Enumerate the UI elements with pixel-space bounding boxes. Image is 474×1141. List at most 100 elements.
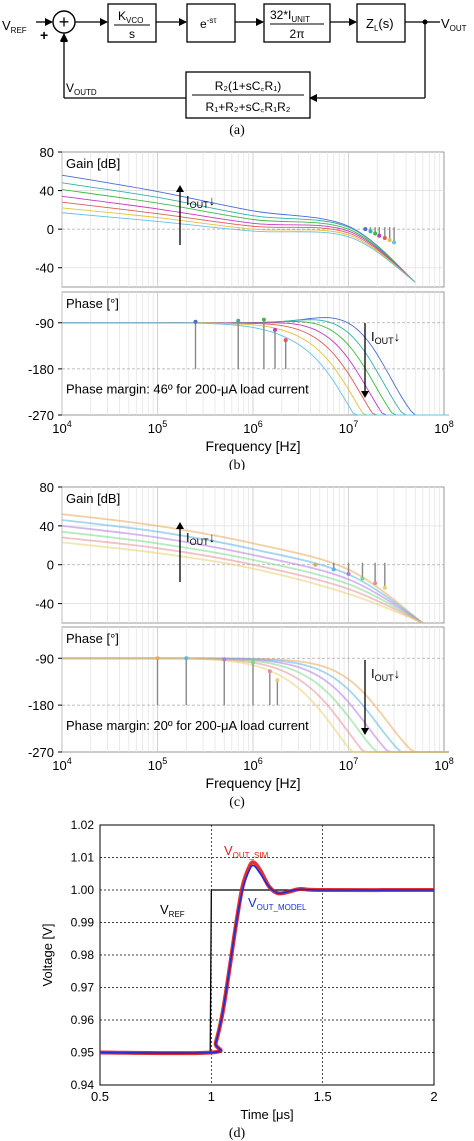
kvco-block [107,3,157,43]
zl-block [356,3,406,43]
crossover-marker [368,229,373,234]
voltage-axis-label: Voltage [V] [40,924,55,987]
phase-margin-annotation: Phase margin: 46º for 200-μA load curren… [66,381,309,396]
caption-d: (d) [229,1126,246,1141]
crossover-marker [377,233,382,238]
iunit-numerator: 32*IUNIT [270,8,310,24]
block-diagram: VREF + − + KVCO s e-sτ 32*IUNIT 2π ZL(s)… [2,3,467,138]
freq-tick-label: 107 [339,419,358,436]
voltage-tick-label: 0.96 [71,1013,95,1027]
crossover-marker [373,581,378,586]
phase-marker [155,656,160,661]
gain-tick-label: 40 [40,519,54,534]
iunit-block [263,3,331,43]
delay-block [186,3,236,43]
gain-curve [61,201,416,283]
crossover-marker [360,576,365,581]
vout-sim-label: VOUT_SIM [224,843,269,860]
plus-sign: + [40,27,48,43]
crossover-marker [387,238,392,243]
phase-tick-label: -270 [28,745,54,760]
phase-marker [251,660,255,665]
kvco-numerator: KVCO [118,9,143,25]
vout-model-label: VOUT_MODEL [248,895,307,912]
iunit-denominator: 2π [290,27,305,41]
x-axis-label: Frequency [Hz] [206,438,301,454]
crossover-marker [392,240,397,245]
up-arrow-icon [176,185,184,192]
phase-tick-label: -90 [35,651,54,666]
freq-tick-label: 107 [339,756,358,773]
freq-tick-label: 105 [148,756,167,773]
phase-tick-label: -90 [35,316,54,331]
step-response-chart: 1.02 1.01 1.00 0.99 0.98 0.97 0.96 0.95 0.940.5 1… [40,818,438,1141]
gain-tick-label: 80 [40,480,54,495]
gain-tick-label: 80 [40,145,54,160]
up-arrow-icon [176,522,184,529]
phase-marker [236,318,241,323]
freq-tick-label: 104 [52,419,71,436]
time-tick-label: 2 [430,1089,437,1104]
panel-caption: (b) [229,458,246,470]
freq-tick-label: 108 [434,419,453,436]
gain-tick-label: -40 [35,597,54,612]
phase-margin-annotation: Phase margin: 20º for 200-μA load curren… [66,718,309,733]
gain-curve [61,189,416,283]
gain-title: Gain [dB] [66,156,120,171]
down-arrow-icon [361,391,369,398]
down-arrow-icon [361,728,369,735]
crossover-marker [363,227,368,232]
freq-tick-label: 105 [148,419,167,436]
gain-tick-label: -40 [35,261,54,276]
crossover-marker [346,571,351,576]
freq-tick-label: 108 [434,756,453,773]
delay-label: e-sτ [200,16,217,31]
phase-marker [184,656,189,661]
time-tick-label: 1.5 [314,1089,332,1104]
series-vout-model [99,864,435,1055]
gain-title: Gain [dB] [66,491,120,506]
gain-curve [61,541,424,624]
gain-curve [61,524,424,624]
phase-tick-label: -180 [28,362,54,377]
voltage-tick-label: 1.01 [71,851,95,865]
crossover-marker [313,562,318,567]
phase-marker [273,327,278,332]
gain-curve [61,207,416,283]
phase-title: Phase [°] [66,296,119,311]
voltage-tick-label: 1.00 [71,883,95,897]
vref-input-label: VREF [2,18,27,35]
iout-label-phase: IOUT↓ [371,666,400,683]
gain-curve [61,536,424,624]
voltage-tick-label: 0.95 [71,1046,95,1060]
phase-marker [283,338,288,343]
freq-tick-label: 106 [243,756,262,773]
freq-tick-label: 104 [52,756,71,773]
gain-curve [61,182,416,283]
gain-tick-label: 0 [47,558,54,573]
phase-marker [267,669,272,674]
voltage-tick-label: 0.98 [71,948,95,962]
step-plot-area [99,824,435,1086]
phase-tick-label: -270 [28,408,54,423]
kvco-denominator: s [129,27,135,41]
gain-curve [61,212,416,283]
panel-caption: (c) [229,795,245,810]
summer-symbol: + [59,12,70,32]
iout-label-gain: IOUT↓ [186,193,215,210]
vref-label: VREF [160,902,185,919]
gain-curve [61,513,424,624]
phase-tick-label: -180 [28,698,54,713]
voltage-tick-label: 0.94 [71,1078,95,1092]
time-tick-label: 0.5 [91,1089,109,1104]
feedback-denominator: R₁+R₂+sC꜀R₁R₂ [206,100,291,114]
freq-tick-label: 106 [243,419,262,436]
crossover-marker [382,585,387,590]
gain-curve [61,519,424,624]
iout-label-gain: IOUT↓ [186,530,215,547]
zl-label: ZL(s) [366,16,394,33]
phase-marker [222,657,227,662]
x-axis-label: Frequency [Hz] [206,775,301,791]
